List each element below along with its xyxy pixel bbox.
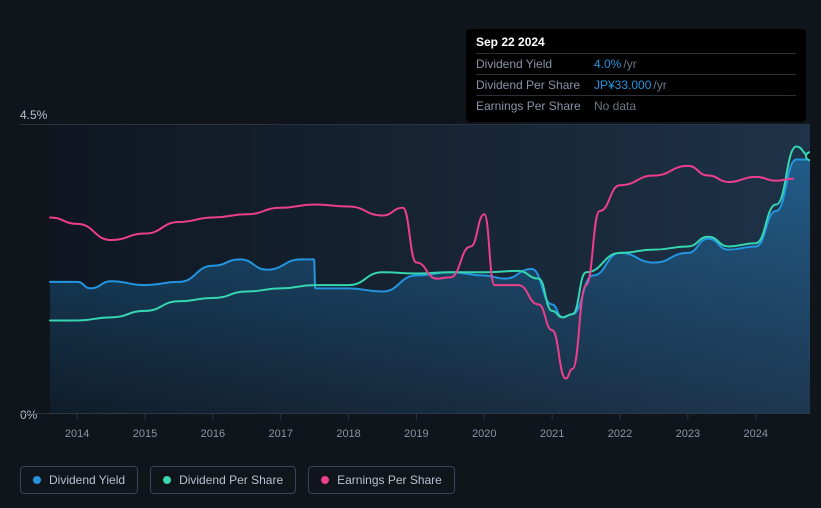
- data-tooltip: Sep 22 2024 Dividend Yield4.0%/yrDividen…: [466, 29, 806, 122]
- legend-item[interactable]: Earnings Per Share: [308, 466, 455, 494]
- legend-dot-icon: [33, 476, 41, 484]
- legend-dot-icon: [321, 476, 329, 484]
- x-tick: 2017: [268, 428, 292, 440]
- legend-label: Dividend Yield: [49, 473, 125, 487]
- x-tick: 2020: [472, 428, 496, 440]
- y-axis-max: 4.5%: [20, 108, 47, 122]
- x-tick: 2018: [336, 428, 360, 440]
- tooltip-row: Dividend Per ShareJP¥33.000/yr: [476, 74, 796, 95]
- legend-label: Earnings Per Share: [337, 473, 442, 487]
- tooltip-row-label: Earnings Per Share: [476, 99, 594, 113]
- chart-legend: Dividend Yield Dividend Per Share Earnings…: [20, 466, 455, 494]
- x-tick: 2021: [540, 428, 564, 440]
- tooltip-row-value: JP¥33.000/yr: [594, 78, 796, 92]
- tooltip-row: Dividend Yield4.0%/yr: [476, 53, 796, 74]
- tooltip-row-value: 4.0%/yr: [594, 57, 796, 71]
- x-tick: 2022: [608, 428, 632, 440]
- x-tick: 2019: [404, 428, 428, 440]
- x-tick: 2014: [65, 428, 89, 440]
- tooltip-row: Earnings Per ShareNo data: [476, 95, 796, 116]
- line-chart: [20, 124, 810, 422]
- x-axis-ticks: 2014 2015 2016 2017 2018 2019 2020 2021 2022 2023…: [20, 428, 810, 446]
- legend-dot-icon: [163, 476, 171, 484]
- tooltip-row-label: Dividend Per Share: [476, 78, 594, 92]
- tooltip-date: Sep 22 2024: [476, 35, 796, 53]
- x-tick: 2016: [201, 428, 225, 440]
- x-tick: 2023: [676, 428, 700, 440]
- tooltip-row-value: No data: [594, 99, 796, 113]
- legend-item[interactable]: Dividend Per Share: [150, 466, 296, 494]
- tooltip-row-label: Dividend Yield: [476, 57, 594, 71]
- legend-item[interactable]: Dividend Yield: [20, 466, 138, 494]
- x-tick: 2015: [133, 428, 157, 440]
- legend-label: Dividend Per Share: [179, 473, 283, 487]
- x-tick: 2024: [743, 428, 767, 440]
